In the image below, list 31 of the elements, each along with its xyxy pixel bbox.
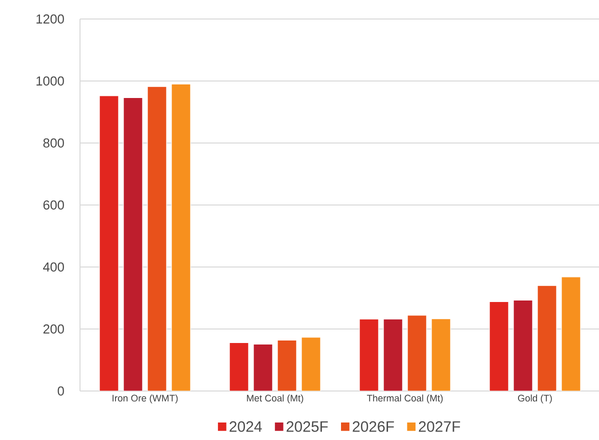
- y-tick-label: 600: [43, 200, 64, 210]
- x-tick-label: Iron Ore (WMT): [112, 394, 178, 404]
- bar: [301, 337, 321, 391]
- legend-label: 2026F: [352, 421, 394, 432]
- bar: [171, 84, 191, 391]
- bar: [253, 344, 273, 391]
- y-tick-label: 400: [43, 262, 64, 272]
- bar: [383, 318, 403, 391]
- y-tick-label: 1200: [36, 14, 64, 24]
- bar: [537, 285, 557, 391]
- bar: [561, 276, 581, 391]
- legend-label: 2027F: [418, 421, 460, 432]
- y-tick-label: 1000: [36, 76, 64, 86]
- bar: [513, 300, 533, 391]
- bar: [147, 86, 167, 391]
- bar: [489, 301, 509, 391]
- legend-label: 2024: [230, 421, 262, 432]
- bar: [431, 318, 451, 391]
- legend-label: 2025F: [286, 421, 328, 432]
- x-tick-label: Met Coal (Mt): [247, 394, 304, 404]
- x-tick-label: Gold (T): [518, 394, 552, 404]
- bar: [407, 315, 427, 391]
- x-tick-label: Thermal Coal (Mt): [366, 394, 443, 404]
- bar: [359, 318, 379, 391]
- y-tick-label: 800: [43, 138, 64, 148]
- y-tick-label: 0: [58, 386, 64, 396]
- bar: [123, 97, 143, 391]
- bar: [229, 342, 249, 391]
- bar: [277, 340, 297, 391]
- y-tick-label: 200: [43, 324, 64, 334]
- bar: [99, 96, 119, 391]
